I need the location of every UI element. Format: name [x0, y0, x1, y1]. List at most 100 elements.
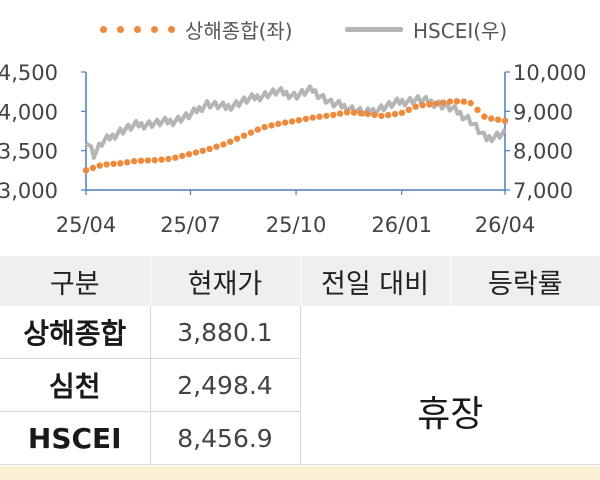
shanghai-point — [288, 118, 296, 125]
legend-label-shanghai: 상해종합(좌) — [185, 18, 293, 43]
x-tick-label: 25/07 — [160, 213, 221, 237]
shanghai-point — [261, 123, 268, 131]
quote-table: 구분 현재가 전일 대비 등락률 상해종합 3,880.1 심천 2,498.4… — [0, 256, 600, 465]
shanghai-point — [282, 119, 289, 126]
shanghai-point — [357, 110, 364, 117]
legend-label-hscei: HSCEI(우) — [413, 18, 508, 43]
shanghai-point — [412, 103, 419, 110]
shanghai-point — [172, 154, 179, 161]
shanghai-point — [494, 116, 502, 123]
shanghai-point — [433, 100, 440, 107]
shanghai-point — [254, 126, 261, 133]
shanghai-point — [453, 98, 461, 105]
shanghai-point — [103, 161, 110, 168]
shanghai-point — [227, 138, 234, 145]
header-change: 전일 대비 — [300, 256, 451, 306]
header-category: 구분 — [0, 256, 151, 306]
x-tick-label: 25/10 — [266, 213, 327, 237]
shanghai-point — [96, 162, 103, 169]
row-name-shanghai: 상해종합 — [0, 306, 151, 359]
shanghai-point — [460, 98, 467, 105]
shanghai-point — [275, 120, 282, 128]
market-closed-status: 휴장 — [300, 358, 600, 465]
shanghai-point — [419, 102, 426, 109]
right-tick-label: 8,000 — [513, 140, 573, 164]
left-tick-label: 3,500 — [0, 140, 58, 164]
table-row: HSCEI 8,456.9 — [0, 411, 600, 465]
shanghai-point — [199, 147, 206, 154]
x-tick-label: 26/04 — [475, 213, 536, 237]
index-chart: 3,000 3,500 4,000 4,500 7,000 8,000 9,000 10,00… — [0, 61, 586, 237]
right-tick-label: 9,000 — [513, 100, 573, 124]
shanghai-point — [385, 111, 392, 119]
shanghai-point — [316, 113, 323, 120]
shanghai-point — [206, 145, 213, 153]
table-row: 상해종합 3,880.1 — [0, 306, 600, 359]
shanghai-point — [130, 158, 138, 165]
legend-shanghai: 상해종합(좌) — [100, 14, 293, 44]
solid-line-icon — [345, 26, 403, 32]
shanghai-point — [488, 115, 495, 122]
table-row: 심천 2,498.4 휴장 — [0, 358, 600, 465]
shanghai-point — [398, 109, 406, 117]
hscei-line — [84, 84, 507, 160]
shanghai-point — [220, 141, 227, 148]
bottom-band — [0, 466, 600, 480]
shanghai-point — [467, 99, 474, 107]
shanghai-point — [192, 149, 200, 156]
chart-legend: 상해종합(좌) HSCEI(우) — [0, 14, 600, 44]
shanghai-series — [82, 98, 509, 174]
table-header-row: 구분 현재가 전일 대비 등락률 — [0, 256, 600, 306]
shanghai-point — [302, 115, 309, 123]
shanghai-point — [89, 164, 97, 172]
row-price-hscei: 8,456.9 — [150, 411, 301, 465]
shanghai-point — [144, 157, 151, 164]
shanghai-point — [158, 156, 165, 163]
shanghai-point — [117, 160, 124, 167]
shanghai-point — [501, 117, 509, 125]
shanghai-point — [330, 111, 337, 119]
shanghai-point — [213, 143, 220, 150]
shanghai-point — [151, 157, 158, 164]
shanghai-point — [371, 111, 378, 119]
shanghai-point — [124, 159, 131, 166]
shanghai-point — [378, 112, 385, 120]
shanghai-point — [268, 122, 275, 129]
shanghai-point — [336, 110, 344, 117]
chart-axes — [81, 71, 510, 195]
left-tick-label: 4,000 — [0, 100, 58, 124]
shanghai-point — [350, 109, 358, 116]
shanghai-point — [364, 110, 371, 118]
row-blank — [300, 306, 600, 359]
shanghai-point — [440, 99, 447, 106]
header-price: 현재가 — [150, 256, 301, 306]
shanghai-point — [391, 110, 399, 118]
shanghai-point — [426, 101, 433, 108]
shanghai-point — [240, 132, 248, 139]
x-tick-label: 26/01 — [371, 213, 432, 237]
right-tick-label: 10,000 — [513, 61, 586, 85]
row-name-hscei: HSCEI — [0, 411, 151, 465]
shanghai-point — [247, 129, 255, 136]
x-tick-label: 25/04 — [56, 213, 117, 237]
shanghai-point — [233, 135, 241, 142]
shanghai-point — [165, 155, 172, 163]
shanghai-point — [185, 151, 193, 158]
left-tick-label: 4,500 — [0, 61, 58, 85]
shanghai-point — [137, 157, 145, 164]
shanghai-point — [474, 106, 481, 114]
left-tick-label: 3,000 — [0, 179, 58, 203]
header-change-rate: 등락률 — [450, 256, 600, 306]
shanghai-point — [309, 114, 316, 121]
shanghai-point — [481, 113, 488, 120]
hscei-series — [84, 84, 507, 160]
shanghai-point — [82, 167, 90, 174]
shanghai-point — [343, 109, 351, 116]
shanghai-point — [179, 152, 186, 160]
shanghai-point — [446, 98, 454, 105]
row-price-shanghai: 3,880.1 — [150, 306, 301, 359]
shanghai-point — [295, 117, 303, 124]
tick-labels: 3,000 3,500 4,000 4,500 7,000 8,000 9,000 10,00… — [0, 61, 586, 237]
legend-hscei: HSCEI(우) — [345, 14, 507, 44]
shanghai-point — [405, 106, 412, 114]
